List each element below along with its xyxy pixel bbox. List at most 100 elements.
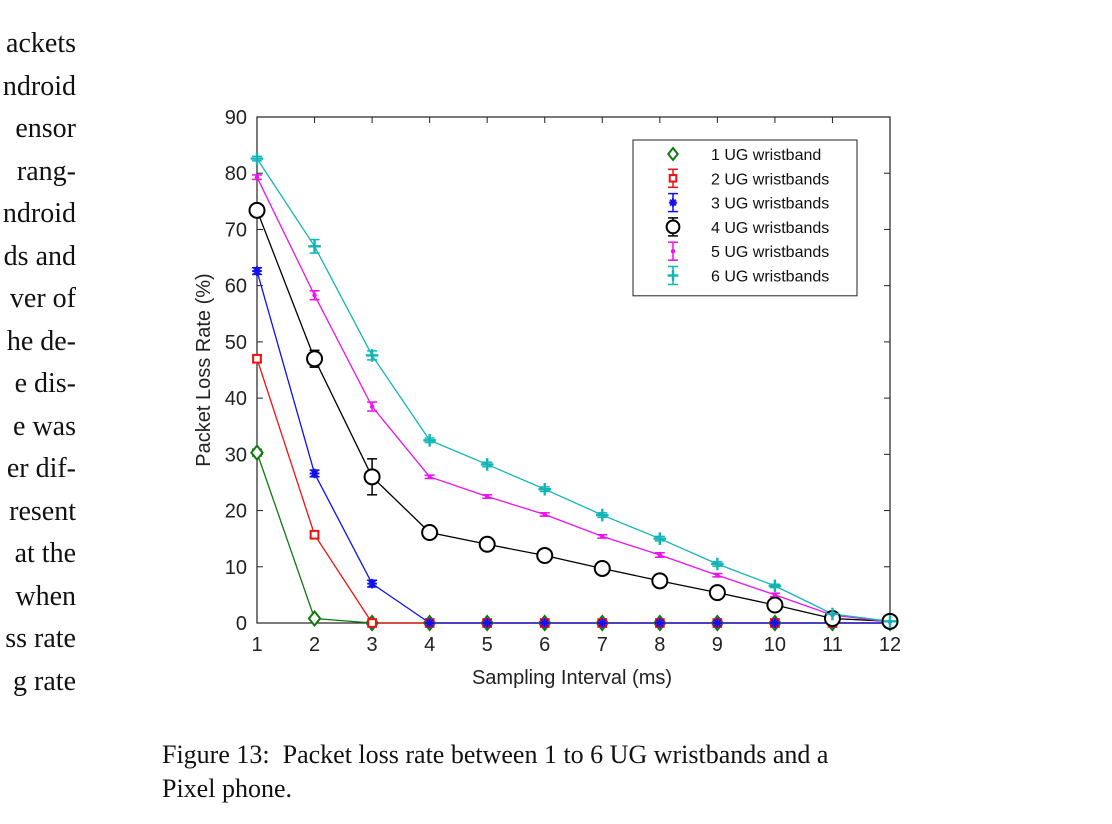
asterisk-stroke <box>483 618 492 628</box>
legend-entry: 1 UG wristband <box>666 146 821 164</box>
legend-marker <box>670 249 676 254</box>
data-point <box>307 609 322 628</box>
data-point <box>250 444 264 462</box>
data-point <box>363 468 381 486</box>
y-tick-label: 80 <box>225 163 247 185</box>
caption-line-1: Figure 13: Packet loss rate between 1 to… <box>162 738 942 772</box>
data-point <box>715 573 720 578</box>
y-tick-label: 30 <box>225 444 247 466</box>
body-text-line: ndroid <box>2 70 76 102</box>
asterisk-stroke <box>310 469 319 478</box>
data-point <box>655 618 665 628</box>
body-text-line: ndroid <box>2 198 76 229</box>
legend-entry: 3 UG wristbands <box>668 192 829 213</box>
data-point <box>766 596 784 614</box>
series-line <box>256 452 890 624</box>
y-tick-label: 0 <box>236 613 247 635</box>
legend-marker <box>665 219 681 235</box>
data-point <box>542 512 547 517</box>
legend-label: 6 UG wristbands <box>711 269 829 286</box>
caption-line-2: Pixel phone. <box>162 774 292 803</box>
legend-marker <box>668 174 678 183</box>
legend-label: 1 UG wristband <box>711 147 821 164</box>
legend-label: 5 UG wristbands <box>711 244 829 261</box>
data-point <box>539 618 550 628</box>
body-text-line: g rate <box>13 665 76 697</box>
data-point <box>254 174 260 180</box>
x-tick-label: 12 <box>879 634 901 656</box>
data-point <box>308 240 321 253</box>
legend: 1 UG wristband 2 UG wristbands 3 UG wristb… <box>632 139 858 297</box>
series-line <box>256 176 891 623</box>
data-point <box>712 618 723 628</box>
x-tick-label: 8 <box>654 634 665 656</box>
data-point <box>252 266 262 276</box>
body-text-line: he de- <box>6 325 76 357</box>
data-point <box>826 607 839 621</box>
y-tick-label: 50 <box>225 332 247 354</box>
asterisk-stroke <box>425 618 434 628</box>
y-tick-label: 70 <box>225 219 247 241</box>
legend-entry: 2 UG wristbands <box>668 168 829 188</box>
data-point <box>593 559 611 577</box>
x-tick-label: 5 <box>482 634 493 656</box>
asterisk-stroke <box>669 199 677 207</box>
y-tick-label: 10 <box>225 557 247 579</box>
data-point <box>421 523 439 541</box>
data-point <box>306 350 324 368</box>
data-point <box>657 552 663 558</box>
data-point <box>595 508 609 522</box>
legend-label: 2 UG wristbands <box>711 171 829 188</box>
x-tick-label: 11 <box>822 634 843 656</box>
x-tick-label: 7 <box>597 634 608 656</box>
data-point <box>367 578 377 589</box>
asterisk-stroke <box>367 579 377 588</box>
data-point <box>653 532 667 545</box>
data-point <box>484 494 490 499</box>
body-text-line: at the <box>14 538 76 569</box>
data-point <box>312 293 317 298</box>
data-point <box>252 353 262 364</box>
data-point <box>478 535 496 553</box>
legend-entry: 6 UG wristbands <box>667 265 829 286</box>
data-point <box>883 615 897 628</box>
asterisk-stroke <box>598 618 607 628</box>
body-text-line: ackets <box>6 30 76 59</box>
data-point <box>768 579 782 593</box>
data-point <box>248 201 266 219</box>
legend-entry: 5 UG wristbands <box>668 241 829 261</box>
x-axis-label: Sampling Interval (ms) <box>472 667 672 689</box>
series-line <box>256 358 890 624</box>
asterisk-stroke <box>252 266 262 276</box>
figure-13: 1 2 3 4 5 6 7 8 9 10 11 12 0 10 20 30 40 50 60 70 80 90 Sampl… <box>180 100 940 700</box>
data-point <box>600 534 605 539</box>
legend-marker <box>667 270 679 281</box>
data-point <box>597 618 608 628</box>
data-point <box>708 584 726 602</box>
body-text-line: ensor <box>15 113 76 144</box>
legend-label: 4 UG wristbands <box>711 220 829 237</box>
data-point <box>309 529 320 540</box>
body-text-line: ds and <box>3 240 76 272</box>
data-point <box>651 572 669 590</box>
data-point <box>711 557 724 571</box>
figure-caption: Figure 13: Packet loss rate between 1 to… <box>162 738 942 806</box>
y-tick-label: 90 <box>225 107 247 129</box>
body-text-line: resent <box>9 495 76 527</box>
data-point <box>423 433 436 447</box>
x-tick-label: 3 <box>367 634 378 656</box>
data-point <box>538 482 552 496</box>
data-point <box>772 592 778 598</box>
data-point <box>365 349 379 362</box>
x-tick-label: 6 <box>539 634 550 656</box>
caption-text-1: Packet loss rate between 1 to 6 UG wrist… <box>282 740 829 769</box>
legend-label: 3 UG wristbands <box>711 196 829 213</box>
x-tick-label: 1 <box>251 634 262 656</box>
body-text-line: er dif- <box>6 453 76 484</box>
data-point <box>482 618 492 628</box>
asterisk-stroke <box>713 618 722 628</box>
body-text-line: rang- <box>16 155 76 187</box>
caption-label: Figure 13: <box>162 740 270 769</box>
asterisk-stroke <box>540 618 549 628</box>
data-point <box>770 618 780 628</box>
